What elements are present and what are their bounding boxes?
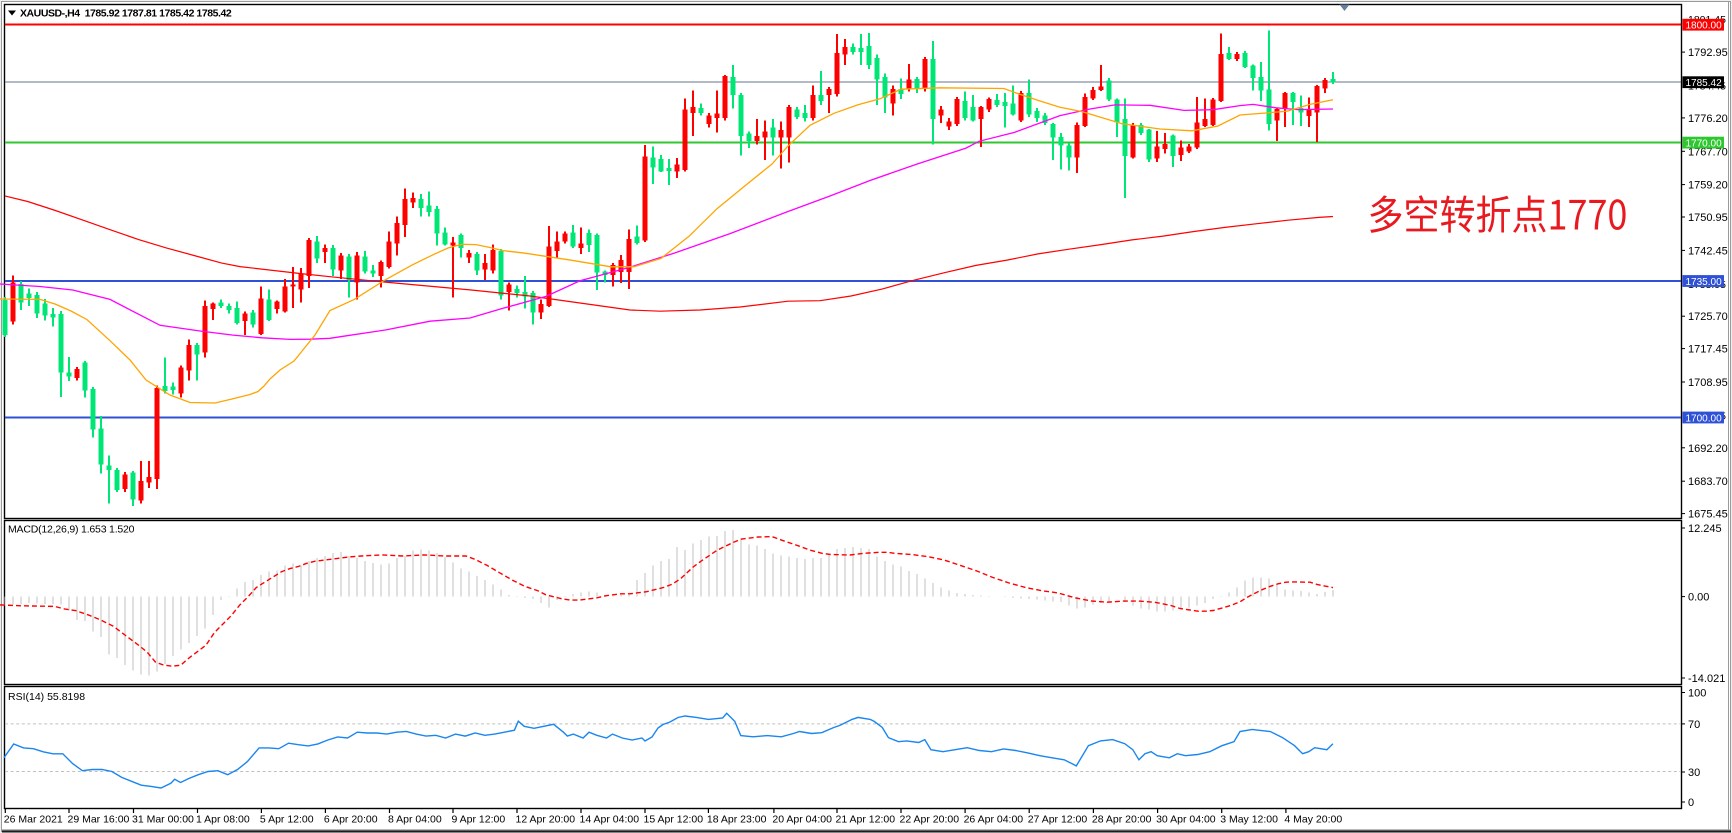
svg-text:1770.00: 1770.00 [1686, 138, 1723, 149]
svg-text:1708.95: 1708.95 [1688, 377, 1728, 389]
svg-text:26 Mar 2021: 26 Mar 2021 [4, 813, 63, 825]
svg-text:9 Apr 12:00: 9 Apr 12:00 [452, 813, 506, 825]
svg-text:1776.20: 1776.20 [1688, 113, 1728, 125]
svg-text:100: 100 [1688, 688, 1706, 700]
svg-text:1750.95: 1750.95 [1688, 212, 1728, 224]
svg-text:1742.45: 1742.45 [1688, 245, 1728, 257]
svg-text:1735.00: 1735.00 [1686, 277, 1723, 288]
svg-text:30: 30 [1688, 767, 1700, 779]
svg-text:1767.70: 1767.70 [1688, 146, 1728, 158]
svg-text:15 Apr 12:00: 15 Apr 12:00 [644, 813, 704, 825]
svg-text:1800.00: 1800.00 [1686, 21, 1723, 32]
svg-text:22 Apr 20:00: 22 Apr 20:00 [900, 813, 960, 825]
svg-text:0.00: 0.00 [1688, 592, 1709, 604]
svg-text:12 Apr 20:00: 12 Apr 20:00 [516, 813, 576, 825]
svg-text:21 Apr 12:00: 21 Apr 12:00 [836, 813, 896, 825]
svg-text:20 Apr 04:00: 20 Apr 04:00 [772, 813, 832, 825]
svg-text:14 Apr 04:00: 14 Apr 04:00 [580, 813, 640, 825]
svg-text:1700.00: 1700.00 [1686, 413, 1723, 424]
svg-text:MACD(12,26,9) 1.653 1.520: MACD(12,26,9) 1.653 1.520 [8, 524, 135, 536]
svg-text:27 Apr 12:00: 27 Apr 12:00 [1028, 813, 1088, 825]
svg-text:31 Mar 00:00: 31 Mar 00:00 [132, 813, 194, 825]
svg-text:1683.70: 1683.70 [1688, 476, 1728, 488]
svg-text:1675.45: 1675.45 [1688, 509, 1728, 521]
svg-text:18 Apr 23:00: 18 Apr 23:00 [707, 813, 767, 825]
svg-text:5 Apr 12:00: 5 Apr 12:00 [260, 813, 314, 825]
svg-text:26 Apr 04:00: 26 Apr 04:00 [964, 813, 1024, 825]
svg-text:6 Apr 20:00: 6 Apr 20:00 [324, 813, 378, 825]
svg-text:1717.45: 1717.45 [1688, 344, 1728, 356]
svg-text:XAUUSD-,H4 1785.92 1787.81 17: XAUUSD-,H4 1785.92 1787.81 1785.42 1785.… [20, 7, 232, 19]
svg-text:8 Apr 04:00: 8 Apr 04:00 [388, 813, 442, 825]
svg-text:30 Apr 04:00: 30 Apr 04:00 [1156, 813, 1216, 825]
svg-text:1792.95: 1792.95 [1688, 47, 1728, 59]
svg-text:4 May 20:00: 4 May 20:00 [1284, 813, 1342, 825]
svg-text:70: 70 [1688, 719, 1700, 731]
svg-text:28 Apr 20:00: 28 Apr 20:00 [1092, 813, 1152, 825]
svg-text:0: 0 [1688, 797, 1694, 809]
svg-text:3 May 12:00: 3 May 12:00 [1220, 813, 1278, 825]
svg-text:1785.42: 1785.42 [1686, 78, 1723, 89]
svg-text:1759.20: 1759.20 [1688, 180, 1728, 192]
svg-text:1725.70: 1725.70 [1688, 311, 1728, 323]
svg-text:12.245: 12.245 [1688, 523, 1722, 535]
svg-text:1692.20: 1692.20 [1688, 443, 1728, 455]
svg-text:29 Mar 16:00: 29 Mar 16:00 [68, 813, 130, 825]
svg-text:1 Apr 08:00: 1 Apr 08:00 [196, 813, 250, 825]
svg-text:RSI(14) 55.8198: RSI(14) 55.8198 [8, 691, 85, 703]
svg-text:-14.021: -14.021 [1688, 673, 1725, 685]
